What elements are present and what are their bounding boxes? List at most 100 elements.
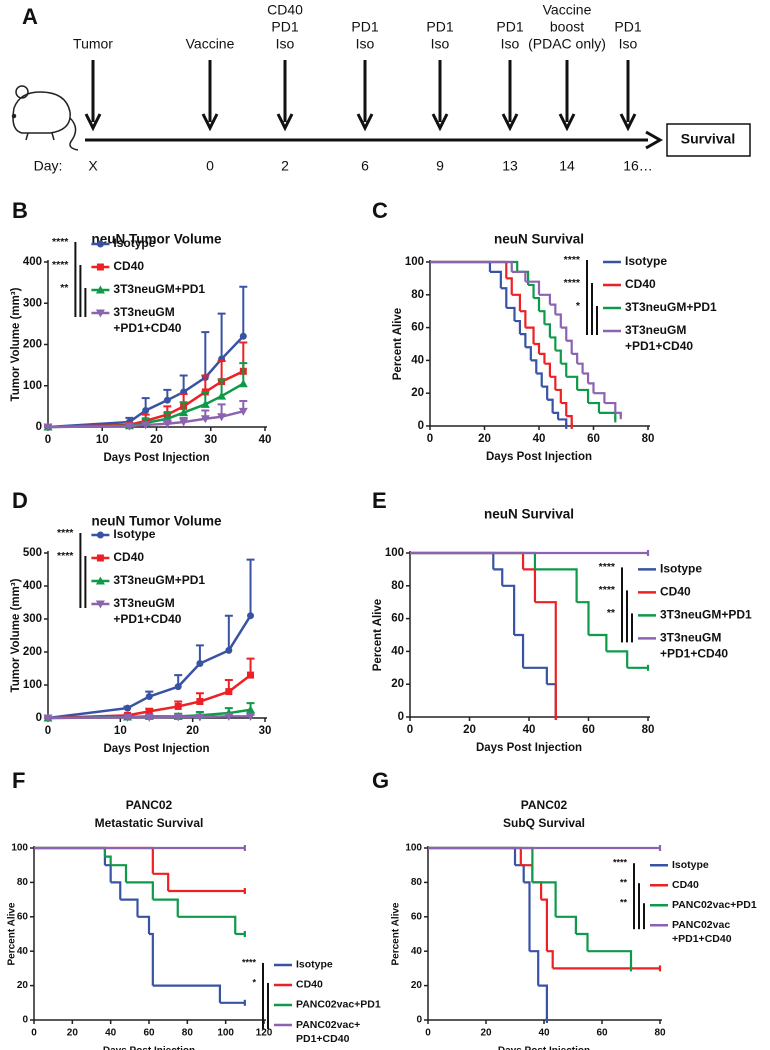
x-tick-label: 20 [67, 1028, 79, 1039]
data-point [200, 399, 210, 408]
event-label: Tumor [73, 36, 113, 52]
x-tick-label: 60 [143, 1028, 155, 1039]
legend-label: 3T3neuGM +PD1+CD40 [113, 596, 181, 626]
y-tick-label: 100 [385, 547, 404, 559]
y-tick-label: 80 [17, 877, 29, 888]
event-day: 14 [559, 158, 575, 174]
survival-step [34, 846, 107, 857]
data-point [196, 660, 204, 668]
data-point [145, 693, 153, 701]
x-tick-label: 0 [427, 433, 433, 445]
survival-step [534, 568, 578, 603]
survival-box [666, 123, 751, 157]
chart-title: neuN Tumor Volume [91, 514, 221, 529]
data-point [225, 646, 233, 654]
legend-label: 3T3neuGM +PD1+CD40 [625, 323, 693, 353]
x-axis-label: Days Post Injection [103, 452, 209, 464]
data-point [174, 683, 182, 691]
survival-step [533, 342, 541, 354]
survival-step [606, 650, 629, 668]
event-arrowhead [501, 113, 519, 132]
event-day: 0 [206, 158, 214, 174]
x-tick-label: 30 [204, 434, 217, 446]
survival-step [104, 855, 112, 866]
legend-label: CD40 [113, 550, 144, 564]
survival-step [575, 932, 589, 952]
legend-label: PANC02vac+PD1 [296, 999, 381, 1011]
survival-step [549, 375, 557, 390]
significance-label: ** [607, 607, 616, 619]
y-tick-label: 60 [17, 911, 29, 922]
data-point [246, 712, 256, 721]
significance-label: **** [599, 561, 616, 573]
data-point [145, 707, 153, 715]
y-tick-label: 20 [411, 980, 423, 991]
survival-step [515, 864, 525, 883]
x-tick-label: 10 [96, 434, 109, 446]
survival-step [547, 398, 554, 413]
survival-label: Survival [681, 131, 735, 147]
data-point [141, 421, 151, 430]
y-tick-label: 100 [405, 843, 422, 854]
error-bar [217, 312, 226, 359]
legend-marker [96, 531, 104, 539]
survival-step [104, 864, 112, 883]
survival-step [430, 260, 508, 279]
survival-step [149, 932, 154, 986]
x-tick-label: 20 [478, 433, 491, 445]
data-point [238, 407, 248, 416]
survival-step [532, 881, 557, 917]
y-tick-label: 40 [391, 645, 404, 657]
y-axis-label: Percent Alive [372, 599, 384, 671]
axis-line [427, 846, 662, 1021]
data-point [43, 423, 53, 432]
survival-step [539, 310, 546, 325]
data-point [217, 413, 227, 422]
y-tick-label: 0 [416, 1015, 422, 1026]
event-label: Iso [619, 36, 638, 52]
y-axis-label: Percent Alive [7, 902, 18, 965]
data-point [246, 705, 256, 714]
y-tick-label: 40 [411, 946, 423, 957]
x-tick-label: 0 [31, 1028, 37, 1039]
error-bar [246, 558, 255, 616]
data-point [195, 713, 205, 722]
event-label: PD1 [351, 19, 378, 35]
y-tick-label: 60 [411, 322, 424, 334]
y-tick-label: 20 [411, 387, 424, 399]
event-day: 13 [502, 158, 518, 174]
survival-step [588, 401, 601, 413]
survival-step [539, 352, 546, 364]
event-arrowhead [431, 113, 449, 132]
event-arrowhead [84, 113, 102, 132]
x-tick-label: 40 [105, 1028, 117, 1039]
event-label: boost [550, 19, 584, 35]
significance-label: **** [57, 550, 74, 562]
event-label: CD40 [267, 2, 303, 18]
significance-label: **** [52, 236, 69, 248]
x-tick-label: 80 [642, 724, 655, 736]
survival-step [588, 382, 595, 394]
x-tick-label: 0 [45, 725, 51, 737]
survival-step [530, 359, 538, 374]
survival-step [523, 568, 537, 603]
significance-label: **** [599, 584, 616, 596]
legend-marker [96, 240, 104, 248]
chart-title: PANC02 [521, 798, 568, 812]
x-tick-label: 80 [182, 1028, 194, 1039]
y-tick-label: 80 [411, 877, 423, 888]
x-axis-label: Days Post Injection [103, 743, 209, 755]
y-tick-label: 20 [391, 678, 404, 690]
survival-step [34, 846, 154, 874]
legend-label: Isotype [296, 959, 333, 971]
survival-step [560, 362, 568, 377]
data-point [217, 391, 227, 400]
data-point [173, 713, 183, 722]
survival-step [120, 898, 139, 917]
survival-step [110, 881, 122, 900]
mouse-icon [11, 85, 79, 151]
survival-step [555, 313, 562, 328]
event-arrowhead [201, 113, 219, 132]
x-tick-label: 40 [523, 724, 536, 736]
event-day: 9 [436, 158, 444, 174]
